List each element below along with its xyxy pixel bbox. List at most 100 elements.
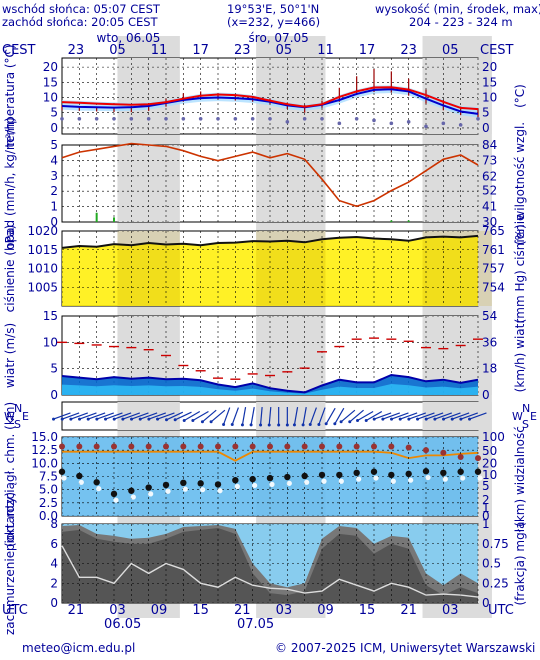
top-hour-label: 11 xyxy=(317,43,334,58)
cloud-top-dot xyxy=(145,443,152,450)
y-tick-left: 5 xyxy=(50,106,58,120)
wind-arrow xyxy=(452,412,470,420)
cloud-base-dot-light xyxy=(269,481,275,487)
compass-s-left: S xyxy=(14,418,21,431)
cloud-base-dot xyxy=(284,473,291,481)
night-band xyxy=(117,145,180,222)
cloud-top-dot xyxy=(388,443,395,450)
wind-arrow-head xyxy=(165,418,169,422)
wind-arrow-head xyxy=(147,417,151,421)
wind-arrow xyxy=(293,407,299,425)
wind-arrow-head xyxy=(230,422,234,426)
tz-label-top: CEST xyxy=(2,43,36,58)
night-band xyxy=(256,316,326,395)
y-tick-right: 20 xyxy=(482,60,497,74)
wind-arrow-head xyxy=(173,418,177,422)
y-tick-right: 54 xyxy=(482,309,497,323)
y-tick-left: 2 xyxy=(50,576,58,590)
precip-bar xyxy=(390,220,393,222)
wind-arrow xyxy=(434,412,452,420)
y-tick-left: 15 xyxy=(43,309,58,323)
cloud-base-dot xyxy=(422,468,430,475)
cloud-base-dot-light xyxy=(234,483,240,490)
cloud-base-dot xyxy=(197,480,204,487)
y-tick-right: 50 xyxy=(482,444,497,458)
cloud-base-dot-light xyxy=(165,488,171,494)
y-tick-right: 2 xyxy=(482,493,490,507)
ground-temp-dot xyxy=(181,117,186,121)
cloud-base-dot-light xyxy=(286,480,292,486)
cloud-top-dot xyxy=(267,443,273,450)
wind-arrow-head xyxy=(95,417,99,421)
wind-arrow xyxy=(183,410,201,422)
ground-temp-dot xyxy=(268,117,272,121)
ground-temp-dot xyxy=(372,118,376,123)
top-hour-label: 23 xyxy=(234,43,251,58)
cloud-base-dot-light xyxy=(321,478,327,484)
wind-arrow xyxy=(79,412,97,420)
temp-axis-label: temperatura (°C) xyxy=(3,44,17,147)
sunset-text: zachód słońca: 20:05 CEST xyxy=(2,15,158,29)
cloud-base-dot xyxy=(76,472,83,480)
wind-arrow-head xyxy=(191,419,195,422)
wind-arrow xyxy=(426,412,444,420)
cloud-base-dot-light xyxy=(96,486,102,492)
cloud-base-dot xyxy=(214,481,222,488)
cloud-base-dot-light xyxy=(425,474,431,481)
y-tick-right: 1 xyxy=(482,517,490,531)
y-tick-left: 1020 xyxy=(27,224,58,238)
cloud-base-dot xyxy=(301,472,308,480)
y-tick-right: 36 xyxy=(482,335,497,349)
y-tick-right: 0 xyxy=(482,388,490,402)
wind-arrow-head xyxy=(112,417,116,421)
pressure-axis-label: ciśnienie (hPa) xyxy=(3,225,17,313)
pressure-axis-label-right: (mm Hg) ciśnienie xyxy=(513,214,527,324)
y-tick-left: 7.5 xyxy=(39,470,58,484)
tz-label-bottom: UTC xyxy=(2,603,28,618)
y-tick-right: 0 xyxy=(482,121,490,135)
wind-arrow xyxy=(131,412,149,420)
wind-arrow-head xyxy=(121,417,125,421)
y-tick-left: 20 xyxy=(43,60,58,74)
y-tick-left: 0 xyxy=(50,596,58,610)
ground-temp-dot xyxy=(476,117,480,121)
email-link[interactable]: meteo@icm.edu.pl xyxy=(22,641,136,655)
wind-arrow xyxy=(105,412,123,420)
cloud-base-dot xyxy=(145,484,152,491)
wind-arrow xyxy=(122,412,140,420)
cloud-base-dot xyxy=(266,474,274,482)
wind-arrow xyxy=(166,411,184,421)
ground-temp-dot xyxy=(216,117,220,121)
ground-temp-dot xyxy=(285,120,290,124)
cloud-base-dot-light xyxy=(373,475,379,481)
wind-arrow-head xyxy=(292,423,296,427)
cloud-top-dot xyxy=(457,454,464,461)
wind-arrow xyxy=(318,407,326,425)
ground-temp-dot xyxy=(250,117,255,121)
y-tick-right: 18 xyxy=(482,362,497,376)
y-tick-left: 10 xyxy=(43,335,58,349)
wind-arrow xyxy=(349,409,364,423)
y-tick-left: 0 xyxy=(50,121,58,135)
y-tick-right: 0.75 xyxy=(482,537,509,551)
cloud-base-dot xyxy=(388,471,395,479)
wind-arrow-head xyxy=(209,420,213,424)
wind-arrow-head xyxy=(308,422,312,426)
copyright-text: © 2007-2025 ICM, Uniwersytet Warszawski xyxy=(275,641,536,655)
wind-arrow xyxy=(231,407,239,425)
wind-arrow-head xyxy=(138,417,142,421)
y-tick-right: 5 xyxy=(482,479,490,493)
y-tick-left: 15.0 xyxy=(31,430,58,444)
ground-temp-dot xyxy=(320,117,324,121)
cloud-base-dot xyxy=(336,471,343,479)
wind-arrow-head xyxy=(86,417,90,421)
humidity-line xyxy=(61,142,479,208)
y-tick-left: 5 xyxy=(50,362,58,376)
cloud-top-dot xyxy=(249,443,256,450)
cloud-top-dot xyxy=(405,444,412,451)
wind-arrow-head xyxy=(285,423,289,427)
day-label: wto, 06.05 xyxy=(97,31,161,45)
bottom-date-label: 06.05 xyxy=(104,617,141,632)
bottom-hour-label: 21 xyxy=(68,603,85,618)
